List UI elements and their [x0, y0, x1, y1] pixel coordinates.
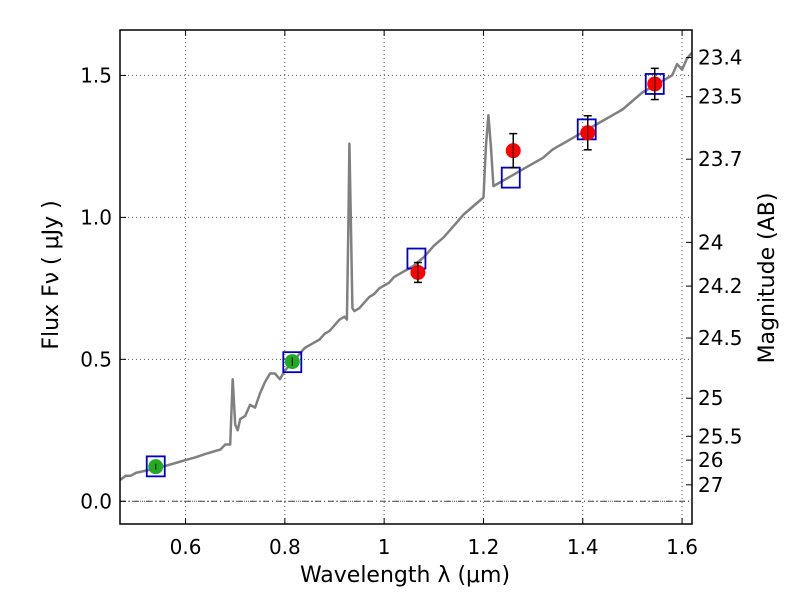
x-tick-label: 1.6 — [666, 535, 698, 559]
y-tick-label: 0.5 — [80, 347, 112, 371]
right-tick-label: 23.5 — [698, 85, 743, 109]
x-tick-label: 1 — [378, 535, 391, 559]
right-tick-label: 26 — [698, 448, 723, 472]
x-tick-label: 1.4 — [567, 535, 599, 559]
y-axis-label: Flux Fν ( μJy ) — [39, 200, 64, 349]
right-tick-label: 23.7 — [698, 147, 743, 171]
right-tick-label: 24 — [698, 230, 723, 254]
y-axis-right-label: Magnitude (AB) — [755, 193, 780, 364]
right-tick-label: 25 — [698, 386, 723, 410]
sed-chart: 0.6 0.8 1 1.2 1.4 1.6 0.0 0.5 1.0 1.5 23.4 23.5 23.7… — [0, 0, 800, 600]
right-tick-label: 23.4 — [698, 46, 743, 70]
right-tick-label: 24.2 — [698, 274, 743, 298]
x-axis-label: Wavelength λ (μm) — [300, 563, 510, 588]
x-tick-label: 0.8 — [269, 535, 301, 559]
right-tick-label: 24.5 — [698, 326, 743, 350]
y-tick-label: 1.0 — [80, 205, 112, 229]
x-tick-label: 1.2 — [468, 535, 500, 559]
y-tick-label: 1.5 — [80, 63, 112, 87]
x-tick-label: 0.6 — [170, 535, 202, 559]
right-tick-label: 27 — [698, 473, 723, 497]
y-tick-label: 0.0 — [80, 489, 112, 513]
right-tick-label: 25.5 — [698, 424, 743, 448]
